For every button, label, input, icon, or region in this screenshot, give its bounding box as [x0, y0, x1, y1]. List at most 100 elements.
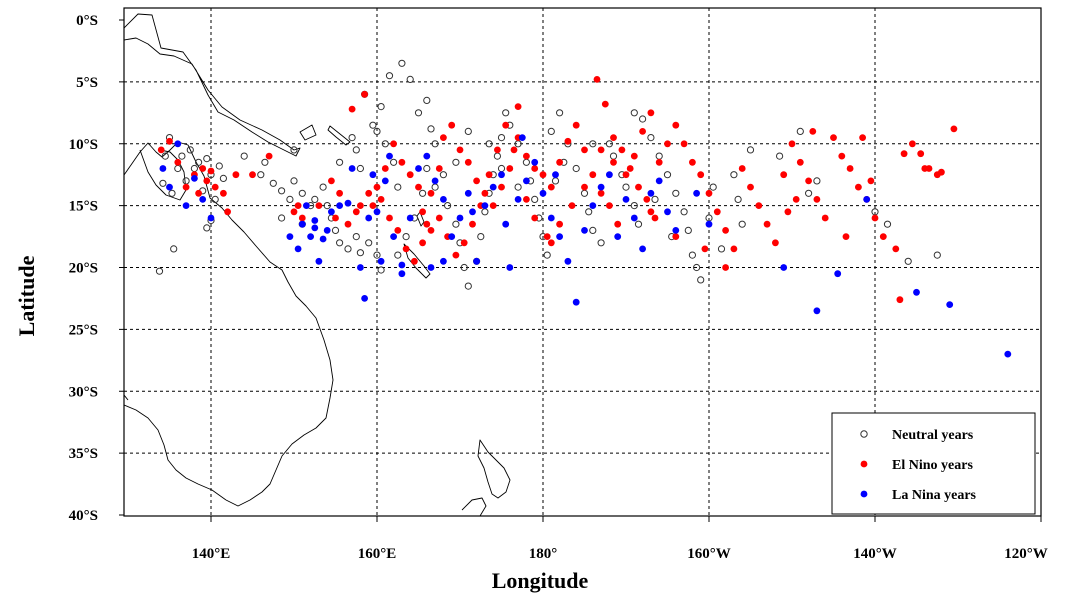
el-nino-point [784, 208, 792, 216]
la-nina-point [365, 214, 373, 222]
la-nina-point [502, 220, 510, 228]
el-nino-point [199, 165, 207, 172]
neutral-point [155, 267, 164, 275]
el-nino-point [406, 171, 414, 179]
la-nina-point [539, 189, 547, 197]
la-nina-point [386, 152, 393, 160]
el-nino-point [581, 146, 588, 154]
la-nina-point [606, 171, 613, 179]
el-nino-point [755, 202, 763, 210]
neutral-point [336, 239, 344, 247]
el-nino-point [182, 183, 190, 191]
el-nino-point [830, 134, 837, 142]
neutral-point [344, 245, 352, 253]
el-nino-point [643, 196, 651, 203]
neutral-point [394, 251, 402, 259]
el-nino-point [448, 121, 456, 129]
el-nino-point [402, 245, 410, 253]
el-nino-point [647, 208, 655, 216]
el-nino-point [713, 208, 721, 216]
la-nina-point [182, 202, 190, 210]
neutral-point [746, 146, 755, 154]
el-nino-point [747, 183, 754, 191]
el-nino-point [523, 196, 530, 203]
el-nino-point [531, 165, 539, 172]
la-nina-point [373, 208, 381, 216]
el-nino-point [224, 208, 232, 216]
el-nino-point [556, 158, 563, 166]
neutral-point [680, 208, 688, 216]
el-nino-point [361, 90, 368, 98]
la-nina-point [597, 183, 605, 191]
neutral-point [269, 179, 277, 187]
el-nino-point [842, 233, 850, 241]
el-nino-point [722, 227, 729, 234]
la-nina-point [294, 245, 302, 253]
el-nino-point [647, 109, 655, 117]
neutral-point [286, 195, 294, 203]
la-nina-point [336, 202, 343, 210]
la-nina-point [369, 171, 377, 179]
neutral-point [697, 276, 705, 284]
el-nino-point [332, 214, 339, 222]
neutral-point [406, 75, 414, 84]
el-nino-point [610, 134, 617, 142]
neutral-point [688, 251, 697, 259]
neutral-point [522, 158, 531, 166]
la-nina-point [630, 214, 638, 222]
neutral-point [373, 127, 381, 135]
y-axis: 0°S 5°S 10°S 15°S 20°S 25°S 30°S 35°S 40°S [69, 13, 124, 524]
neutral-point [904, 257, 912, 265]
neutral-point [431, 183, 439, 191]
el-nino-point [174, 158, 182, 166]
neutral-point [319, 183, 327, 191]
neutral-point [398, 59, 406, 67]
la-nina-point [357, 264, 364, 271]
neutral-point [190, 164, 198, 173]
la-nina-point [298, 220, 306, 228]
el-nino-point [207, 167, 215, 175]
el-nino-point [938, 168, 945, 176]
neutral-point [796, 127, 804, 135]
neutral-point [572, 164, 580, 173]
neutral-point [883, 220, 892, 228]
neutral-point [634, 220, 643, 228]
y-tick-label: 20°S [69, 261, 98, 277]
data-points [155, 59, 1012, 358]
el-nino-point [738, 165, 746, 172]
el-nino-point [473, 177, 480, 185]
neutral-point [531, 195, 539, 203]
el-nino-point [435, 214, 443, 222]
el-nino-point [792, 196, 800, 203]
el-nino-point [494, 146, 501, 154]
y-tick-label: 35°S [69, 446, 98, 462]
el-nino-point [925, 165, 933, 172]
el-nino-point [423, 220, 431, 228]
la-nina-point [423, 152, 431, 160]
neutral-point [730, 171, 738, 179]
neutral-point [186, 146, 194, 154]
el-nino-point [788, 140, 796, 148]
el-nino-point [896, 296, 904, 304]
neutral-point [647, 134, 655, 142]
la-nina-point [498, 171, 505, 179]
la-nina-point [705, 220, 713, 228]
neutral-point [485, 140, 493, 148]
el-nino-point [157, 146, 165, 154]
neutral-point [290, 177, 298, 185]
el-nino-point [556, 220, 563, 228]
la-nina-point [552, 171, 559, 179]
el-nino-point [265, 152, 273, 160]
el-nino-point [813, 196, 821, 203]
el-nino-point [950, 125, 958, 133]
el-nino-point [879, 233, 887, 241]
neutral-point [381, 140, 389, 148]
legend-marker-el-nino [860, 460, 868, 468]
neutral-point [933, 251, 941, 259]
neutral-point [356, 164, 364, 173]
neutral-point [174, 164, 182, 173]
neutral-point [481, 208, 489, 216]
la-nina-point [639, 245, 646, 253]
el-nino-point [427, 189, 435, 197]
neutral-point [373, 251, 381, 259]
